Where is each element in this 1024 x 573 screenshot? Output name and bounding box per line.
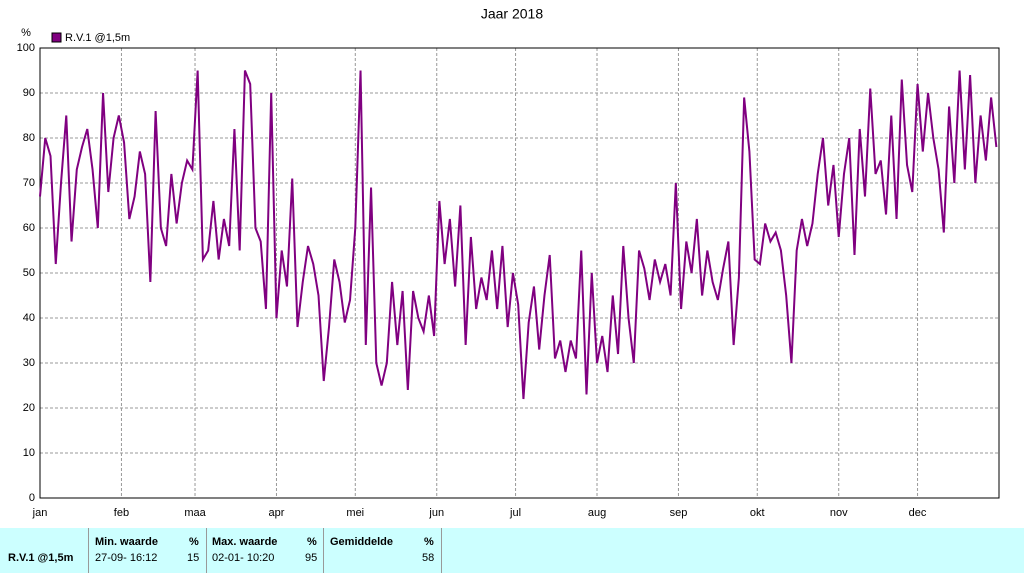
max-cell: Max. waarde % 02-01- 10:20 95 (207, 528, 324, 573)
unit: % (307, 536, 317, 548)
y-tick-label: 50 (23, 267, 35, 279)
unit: % (189, 536, 199, 548)
avg-cell: Gemiddelde % 58 (324, 528, 442, 573)
y-tick-label: 20 (23, 402, 35, 414)
series-cell: R.V.1 @1,5m (0, 528, 89, 573)
legend-swatch (51, 32, 62, 43)
value: 58 (422, 552, 435, 564)
plot-frame (39, 47, 1000, 499)
x-tick-label: dec (909, 507, 927, 519)
x-tick-label: okt (750, 507, 765, 519)
y-tick-label: 0 (29, 492, 35, 504)
min-cell: Min. waarde % 27-09- 16:12 15 (89, 528, 207, 573)
y-axis-label: % (21, 27, 31, 39)
x-tick-label: sep (670, 507, 688, 519)
header: Min. waarde (95, 536, 158, 548)
y-tick-label: 80 (23, 132, 35, 144)
x-tick-label: nov (830, 507, 848, 519)
y-tick-label: 70 (23, 177, 35, 189)
y-tick-label: 60 (23, 222, 35, 234)
series-label: R.V.1 @1,5m (8, 552, 74, 564)
stats-table: R.V.1 @1,5m Min. waarde % 27-09- 16:12 1… (0, 528, 1024, 573)
y-tick-label: 100 (17, 42, 35, 54)
value: 15 (187, 552, 200, 564)
y-tick-label: 10 (23, 447, 35, 459)
y-tick-label: 40 (23, 312, 35, 324)
unit: % (424, 536, 434, 548)
x-tick-label: maa (184, 507, 206, 519)
data-line (39, 70, 998, 400)
legend-label: R.V.1 @1,5m (65, 32, 130, 44)
x-tick-label: jan (32, 507, 48, 519)
value: 95 (305, 552, 318, 564)
x-tick-label: apr (269, 507, 285, 519)
chart: Jaar 2018 % 0 10 20 30 40 50 60 70 80 90 100 jan feb… (17, 6, 1000, 519)
y-tick-label: 90 (23, 87, 35, 99)
time: 02-01- 10:20 (212, 552, 275, 564)
time: 27-09- 16:12 (95, 552, 158, 564)
y-tick-label: 30 (23, 357, 35, 369)
header: Max. waarde (212, 536, 278, 548)
x-tick-label: jul (509, 507, 521, 519)
x-tick-label: jun (428, 507, 444, 519)
header: Gemiddelde (330, 536, 393, 548)
x-tick-label: aug (588, 507, 606, 519)
x-tick-label: feb (114, 507, 129, 519)
x-tick-label: mei (346, 507, 364, 519)
chart-title: Jaar 2018 (481, 6, 543, 22)
